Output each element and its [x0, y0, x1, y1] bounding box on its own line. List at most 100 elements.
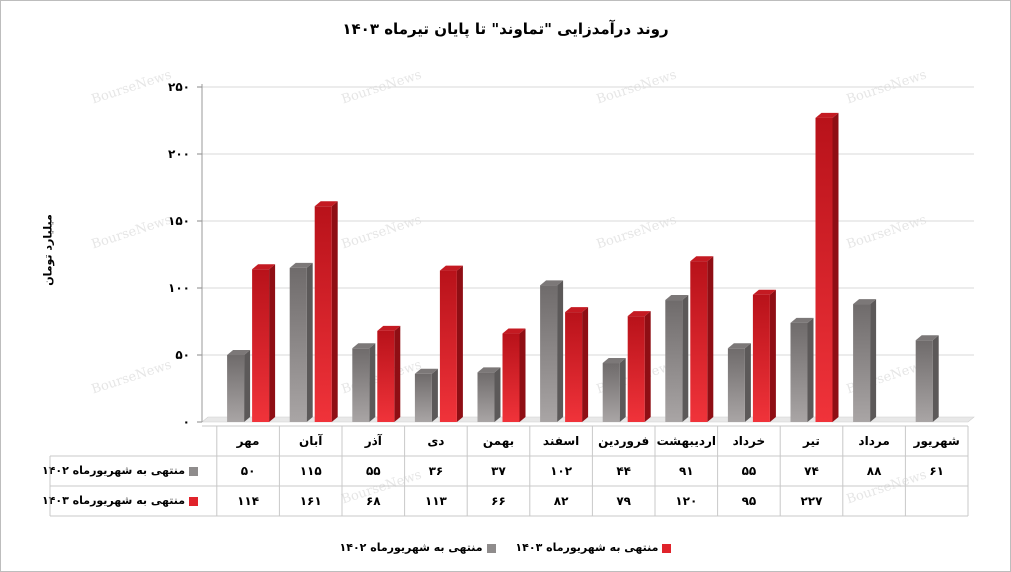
bar-1403	[627, 316, 645, 422]
table-value-1402: ۳۷	[491, 464, 506, 478]
bar-top-1403	[314, 201, 338, 207]
table-value-1403	[905, 486, 968, 516]
chart-title: روند درآمدزایی "تماوند" تا پایان تیرماه …	[342, 20, 669, 38]
category-label: تیر	[803, 434, 820, 448]
bar-side-1403	[644, 311, 651, 422]
table-row-header-1403: منتهی به شهریورماه ۱۴۰۳	[42, 486, 198, 516]
table-value-1403: ۷۹	[616, 494, 632, 508]
bar-side-1402	[306, 262, 313, 422]
table-row-header-1402: منتهی به شهریورماه ۱۴۰۲	[42, 456, 198, 486]
category-label: دی	[427, 434, 445, 448]
bar-top-1402	[790, 317, 814, 323]
bar-top-1403	[627, 311, 651, 317]
bar-1402	[915, 340, 933, 422]
bar-1402	[414, 373, 432, 422]
table-value-1403: ۱۱۳	[424, 494, 447, 508]
table-value-1403: ۶۸	[365, 494, 381, 508]
bar-side-1402	[870, 299, 877, 422]
category-label: مهر	[236, 434, 260, 448]
bar-side-1402	[557, 280, 564, 422]
bar-top-1402	[853, 299, 877, 305]
category-label: آبان	[299, 434, 323, 448]
category-label: شهریور	[913, 434, 960, 448]
bar-1403	[690, 261, 708, 422]
bar-side-1402	[932, 335, 939, 422]
category-label: مرداد	[858, 434, 890, 448]
bar-1402	[853, 304, 871, 422]
bar-1402	[289, 267, 307, 422]
bar-top-1403	[752, 289, 776, 295]
row-legend-key	[189, 466, 198, 476]
legend-key-grey	[486, 543, 496, 553]
bar-top-1402	[602, 358, 626, 364]
bar-side-1403	[394, 325, 401, 422]
bar-top-1402	[352, 343, 376, 349]
table-value-1403: ۹۵	[741, 494, 757, 508]
bar-top-1402	[727, 343, 751, 349]
y-tick-label: ۲۰۰	[168, 147, 190, 161]
table-value-1402: ۶۱	[929, 464, 945, 478]
bar-top-1402	[414, 368, 438, 374]
bar-side-1402	[369, 343, 376, 422]
category-label: فروردین	[598, 434, 650, 448]
bar-top-1403	[439, 265, 463, 271]
table-value-1402: ۵۵	[365, 464, 381, 478]
bar-top-1403	[690, 256, 714, 262]
bar-top-1403	[377, 325, 401, 331]
row-legend-label: منتهی به شهریورماه ۱۴۰۲	[41, 464, 185, 477]
bar-side-1403	[331, 201, 338, 422]
category-label: اردیبهشت	[656, 434, 716, 448]
bar-1402	[227, 355, 245, 422]
bar-1403	[439, 270, 457, 422]
legend: منتهی به شهریورماه ۱۴۰۳ منتهی به شهریورم…	[0, 541, 1011, 554]
bar-1403	[502, 333, 520, 422]
table-value-1403: ۱۱۴	[237, 494, 260, 508]
table-value-1402: ۳۶	[428, 464, 444, 478]
bar-top-1402	[540, 280, 564, 286]
bar-side-1403	[582, 307, 589, 422]
table-value-1403: ۸۲	[553, 494, 569, 508]
bar-top-1403	[565, 307, 589, 313]
bar-1402	[540, 285, 558, 422]
bar-top-1403	[815, 112, 839, 118]
bar-side-1403	[456, 265, 463, 422]
bar-1403	[815, 117, 833, 422]
category-label: اسفند	[542, 434, 580, 448]
bar-side-1403	[269, 264, 276, 422]
table-value-1402: ۱۱۵	[299, 464, 322, 478]
bar-side-1402	[244, 350, 251, 422]
bar-side-1402	[619, 358, 626, 422]
table-value-1403	[843, 486, 906, 516]
table-value-1402: ۸۸	[866, 464, 882, 478]
bar-1402	[665, 300, 683, 422]
bar-side-1402	[431, 368, 438, 422]
table-value-1403: ۶۶	[491, 494, 506, 508]
category-label: بهمن	[482, 434, 515, 448]
bar-top-1402	[477, 367, 501, 373]
category-label: آذر	[364, 434, 382, 448]
bar-1402	[477, 372, 495, 422]
bar-1402	[790, 322, 808, 422]
table-value-1402: ۴۴	[616, 464, 632, 478]
y-tick-label: ۲۵۰	[168, 80, 190, 94]
row-legend-label: منتهی به شهریورماه ۱۴۰۳	[41, 494, 185, 507]
bar-top-1403	[252, 264, 276, 270]
bar-1402	[602, 363, 620, 422]
y-tick-label: ۱۰۰	[168, 281, 190, 295]
table-value-1403: ۱۶۱	[299, 494, 322, 508]
bar-side-1402	[682, 295, 689, 422]
bar-side-1402	[494, 367, 501, 422]
y-tick-label: ۰	[183, 415, 190, 429]
bar-side-1403	[707, 256, 714, 422]
bar-side-1403	[832, 112, 839, 422]
y-tick-label: ۵۰	[175, 348, 190, 362]
table-value-1402: ۵۵	[741, 464, 757, 478]
table-value-1403: ۲۲۷	[800, 494, 823, 508]
table-value-1402: ۷۴	[804, 464, 819, 478]
legend-item-1403: منتهی به شهریورماه ۱۴۰۳	[515, 541, 672, 554]
bar-side-1403	[769, 289, 776, 422]
category-label: خرداد	[732, 434, 766, 448]
bar-top-1403	[502, 328, 526, 334]
y-tick-label: ۱۵۰	[168, 214, 190, 228]
